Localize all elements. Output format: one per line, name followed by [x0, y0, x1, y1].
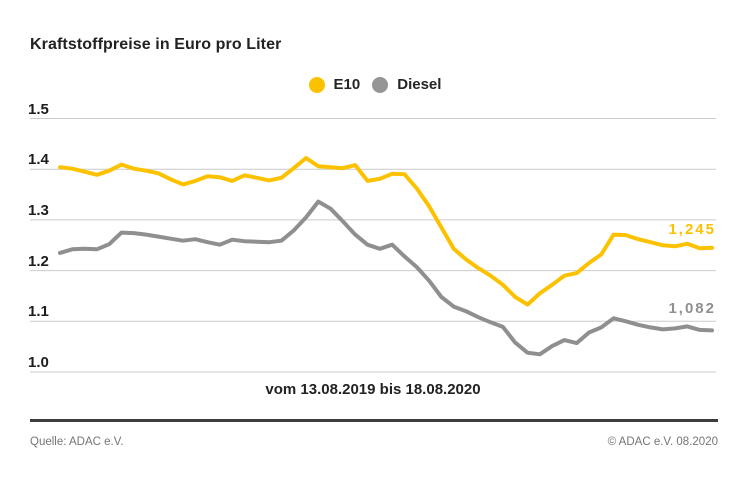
y-axis-tick-label: 1.4	[28, 151, 49, 169]
copyright-note: © ADAC e.V. 08.2020	[607, 436, 718, 448]
page-title: Kraftstoffpreise in Euro pro Liter	[30, 36, 282, 53]
source-note: Quelle: ADAC e.V.	[30, 436, 124, 448]
y-axis-tick-label: 1.5	[28, 100, 49, 118]
diesel-price-line	[58, 199, 714, 357]
x-axis-label: vom 13.08.2019 bis 18.08.2020	[265, 381, 481, 398]
e10-end-value-label: 1,245	[668, 221, 716, 238]
e10-price-line	[58, 156, 714, 307]
diesel-marker-icon	[372, 76, 389, 93]
legend-item-e10: E10	[308, 76, 361, 93]
legend-label-diesel: Diesel	[397, 76, 442, 93]
y-axis-tick-label: 1.2	[28, 252, 49, 270]
diesel-end-value-label: 1,082	[668, 300, 716, 317]
legend-label-e10: E10	[333, 76, 361, 93]
legend-item-diesel: Diesel	[372, 76, 441, 93]
y-axis-tick-label: 1.0	[28, 354, 49, 371]
e10-marker-icon	[308, 76, 325, 93]
chart-legend: E10 Diesel	[0, 76, 750, 93]
y-axis-tick-label: 1.3	[28, 201, 49, 219]
y-axis-tick-label: 1.1	[28, 303, 49, 321]
divider-rule	[30, 419, 718, 422]
